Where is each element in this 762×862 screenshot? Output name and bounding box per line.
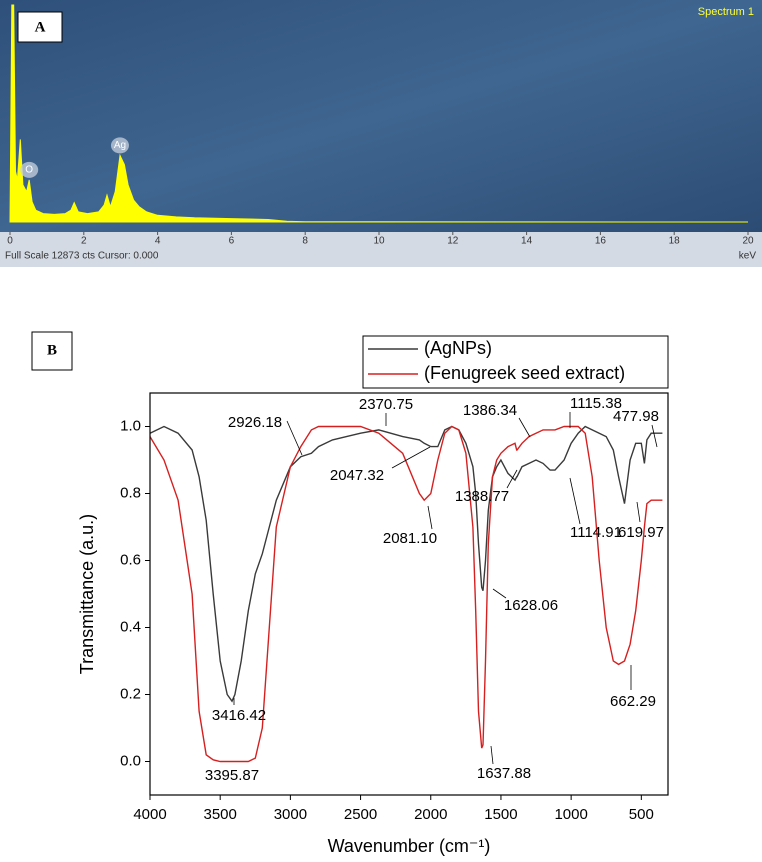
y-tick-label: 1.0 bbox=[120, 417, 141, 434]
peak-label: Ag bbox=[114, 140, 126, 151]
series-line bbox=[149, 425, 663, 703]
panel-label: A bbox=[35, 19, 46, 35]
panel-label: B bbox=[47, 342, 57, 358]
y-tick-label: 0.2 bbox=[120, 685, 141, 702]
leader-line bbox=[636, 501, 641, 523]
peak-annotation: 2370.75 bbox=[359, 396, 413, 413]
peak-bubble bbox=[110, 137, 129, 154]
x-tick-label: 4000 bbox=[133, 806, 166, 823]
x-tick-label: 10 bbox=[373, 236, 385, 247]
panel-label-box bbox=[31, 331, 73, 371]
peak-annotation: 477.98 bbox=[613, 408, 659, 425]
y-tick-label: 0.6 bbox=[120, 551, 141, 568]
x-tick-label: 16 bbox=[595, 236, 607, 247]
peak-label: O bbox=[25, 164, 33, 175]
x-tick-label: 1000 bbox=[554, 806, 587, 823]
series-line bbox=[149, 425, 663, 763]
status-strip bbox=[0, 232, 762, 267]
leader-line bbox=[492, 588, 507, 599]
leader-line bbox=[569, 477, 581, 525]
x-tick-label: 500 bbox=[629, 806, 654, 823]
peak-annotation: 3416.42 bbox=[212, 707, 266, 724]
leader-line bbox=[391, 446, 431, 469]
y-tick-label: 0.4 bbox=[120, 618, 141, 635]
status-text: Full Scale 12873 cts Cursor: 0.000 bbox=[5, 251, 159, 262]
x-tick-label: 18 bbox=[669, 236, 681, 247]
y-tick-label: 0.0 bbox=[120, 752, 141, 769]
x-tick-label: 6 bbox=[229, 236, 235, 247]
x-tick-label: 2 bbox=[81, 236, 87, 247]
peak-annotation: 619.97 bbox=[618, 524, 664, 541]
plot-frame bbox=[149, 392, 669, 796]
spectrum-area bbox=[9, 4, 749, 223]
peak-annotation: 1388.77 bbox=[455, 488, 509, 505]
x-tick-label: 8 bbox=[302, 236, 308, 247]
leader-line bbox=[427, 505, 433, 530]
peak-annotation: 1115.38 bbox=[570, 395, 622, 412]
peak-annotation: 1386.34 bbox=[463, 402, 517, 419]
peak-bubble bbox=[20, 161, 39, 178]
peak-annotation: 1637.88 bbox=[477, 765, 531, 782]
legend-label: (Fenugreek seed extract) bbox=[424, 363, 625, 383]
x-tick-label: 3000 bbox=[274, 806, 307, 823]
leader-line bbox=[651, 424, 658, 448]
spectrum-title: Spectrum 1 bbox=[698, 6, 754, 18]
x-tick-label: 20 bbox=[742, 236, 754, 247]
x-axis-label: keV bbox=[739, 251, 757, 262]
peak-annotation: 1628.06 bbox=[504, 597, 558, 614]
leader-line bbox=[518, 417, 531, 438]
peak-annotation: 1114.91 bbox=[570, 524, 622, 541]
panel-label-box bbox=[17, 11, 63, 43]
x-tick-label: 1500 bbox=[484, 806, 517, 823]
peak-annotation: 662.29 bbox=[610, 693, 656, 710]
leader-line bbox=[490, 745, 494, 765]
y-axis-label: Transmittance (a.u.) bbox=[77, 514, 97, 674]
y-tick-label: 0.8 bbox=[120, 484, 141, 501]
x-tick-label: 14 bbox=[521, 236, 533, 247]
x-tick-label: 12 bbox=[447, 236, 459, 247]
peak-annotation: 3395.87 bbox=[205, 767, 259, 784]
x-tick-label: 0 bbox=[7, 236, 13, 247]
peak-annotation: 2926.18 bbox=[228, 414, 282, 431]
legend-box bbox=[362, 335, 669, 389]
leader-line bbox=[506, 469, 518, 489]
x-tick-label: 2000 bbox=[414, 806, 447, 823]
peak-annotation: 2047.32 bbox=[330, 467, 384, 484]
x-tick-label: 3500 bbox=[204, 806, 237, 823]
legend-label: (AgNPs) bbox=[424, 338, 492, 358]
leader-line bbox=[286, 420, 303, 456]
x-tick-label: 2500 bbox=[344, 806, 377, 823]
x-axis-label: Wavenumber (cm⁻¹) bbox=[328, 836, 491, 856]
x-tick-label: 4 bbox=[155, 236, 161, 247]
peak-annotation: 2081.10 bbox=[383, 530, 437, 547]
